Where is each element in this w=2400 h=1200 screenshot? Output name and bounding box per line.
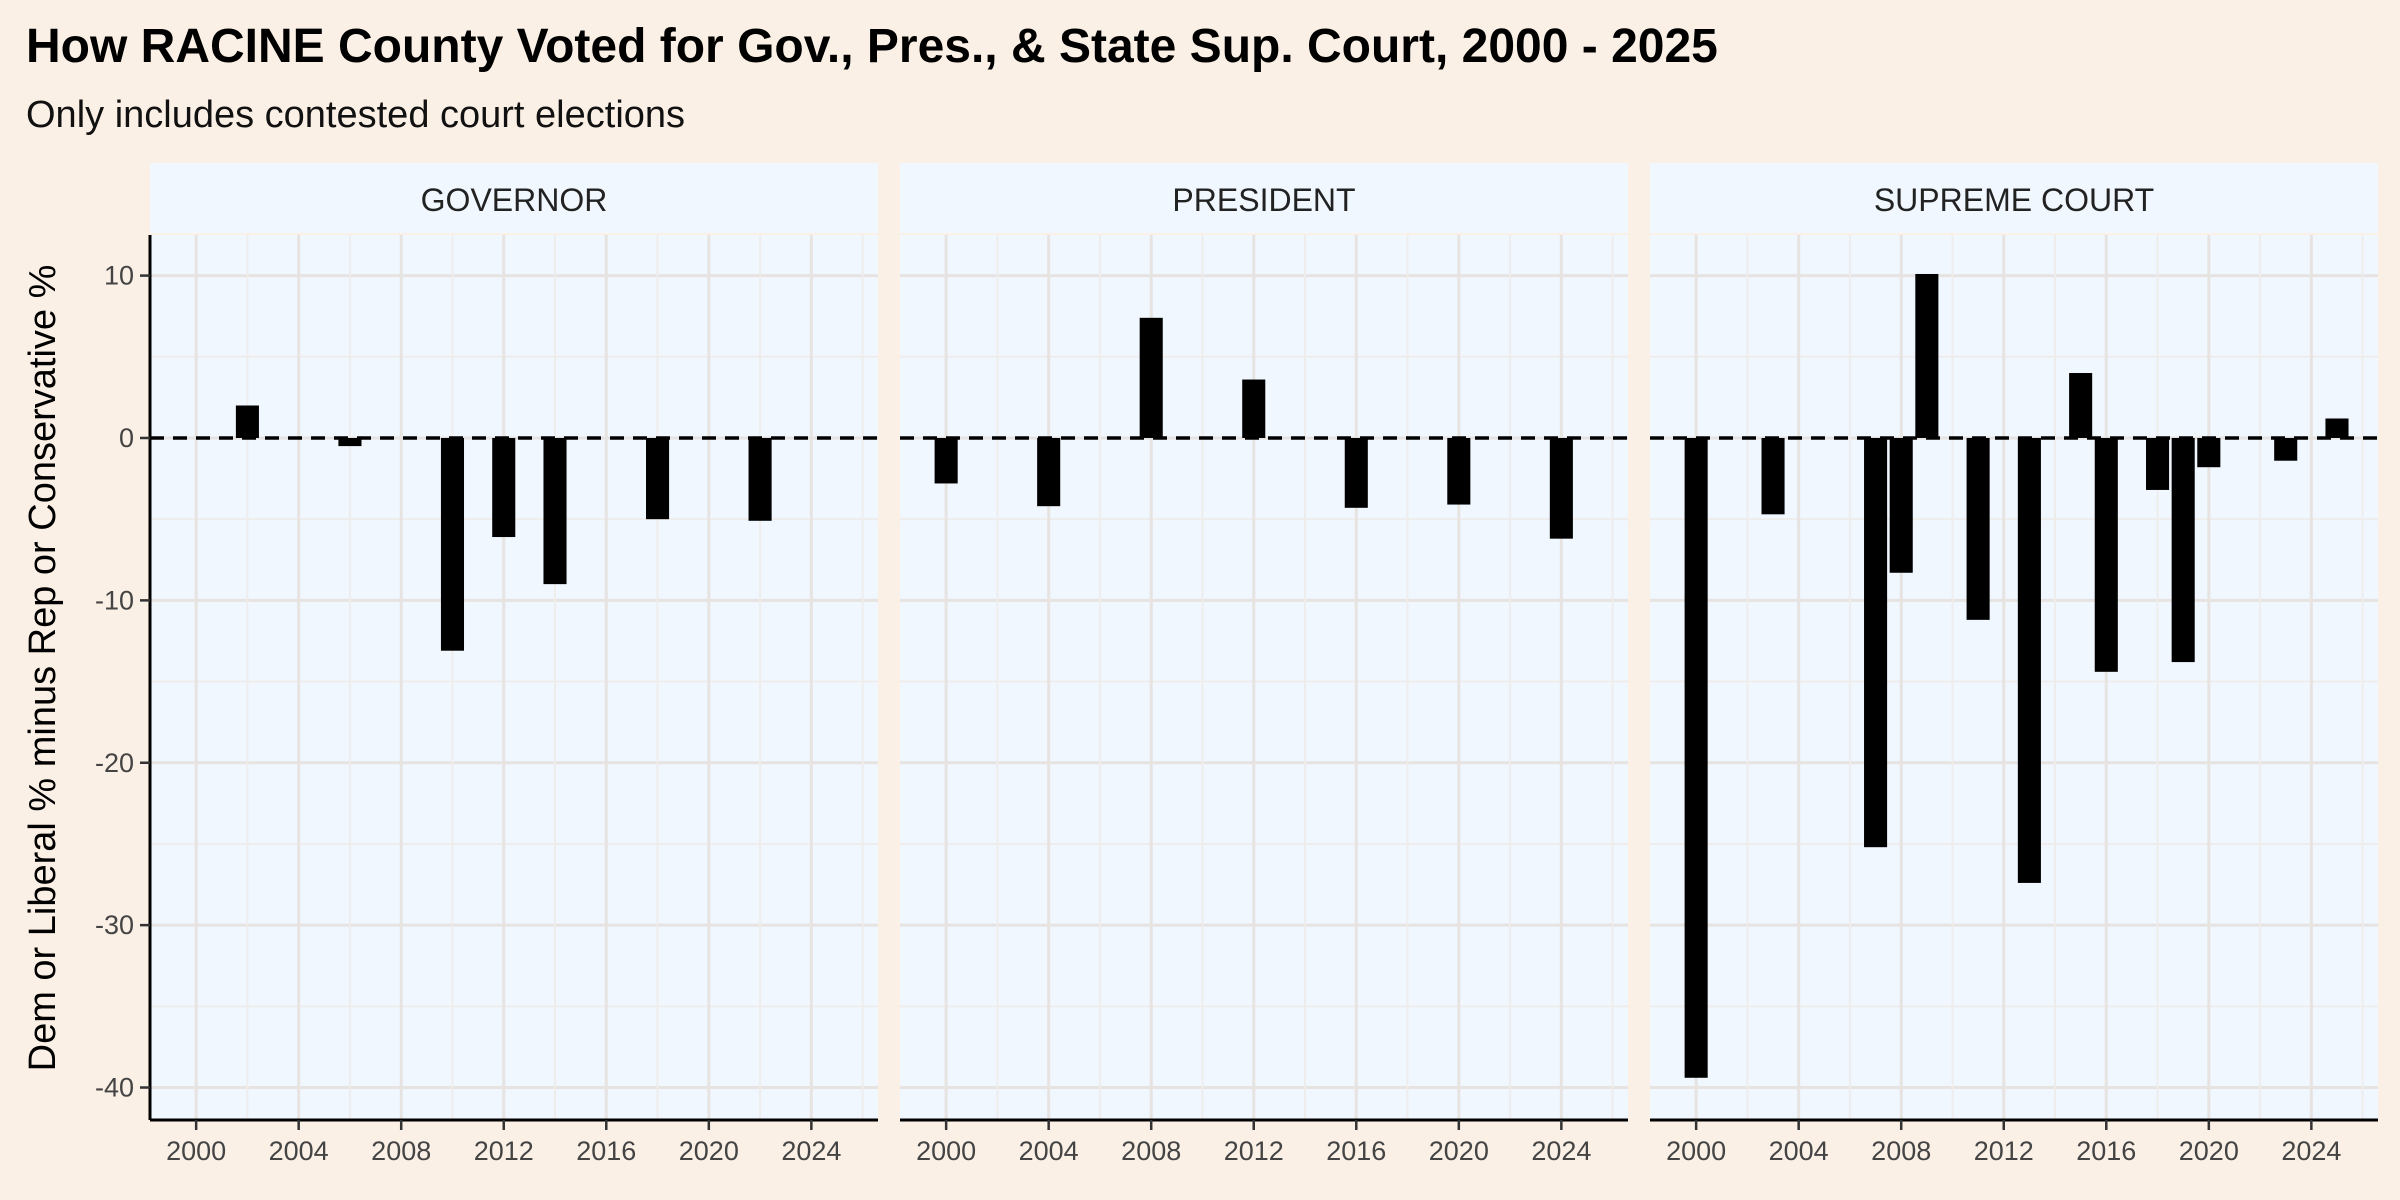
x-tick-label: 2016 [1326, 1136, 1386, 1166]
bar-supreme-court-2011 [1966, 437, 1990, 620]
y-tick-label: -10 [95, 585, 134, 615]
x-tick-label: 2012 [1224, 1136, 1284, 1166]
bar-supreme-court-2025 [2325, 418, 2349, 438]
bar-governor-2010 [440, 437, 465, 651]
bar-president-2012 [1242, 379, 1266, 438]
bar-governor-2006 [338, 437, 362, 447]
bar-governor-2022 [748, 437, 772, 521]
bar-president-2000 [934, 437, 958, 484]
x-tick-label: 2008 [371, 1136, 431, 1166]
y-tick-label: 10 [104, 261, 134, 291]
bar-supreme-court-2000 [1684, 437, 1708, 1078]
bar-supreme-court-2008 [1889, 437, 1913, 573]
bar-governor-2012 [492, 437, 516, 538]
panel-supreme-court: SUPREME COURT 2000 2004 2008 2012 2016 2020 202… [1650, 163, 2378, 1166]
x-tick-label: 2000 [1666, 1136, 1726, 1166]
facet-label-supreme-court: SUPREME COURT [1874, 182, 2154, 218]
y-tick-label: -20 [95, 748, 134, 778]
bars-governor [235, 405, 772, 651]
bar-president-2024 [1549, 437, 1573, 539]
x-tick-label: 2012 [474, 1136, 534, 1166]
x-tick-label: 2004 [1019, 1136, 1079, 1166]
x-tick-label: 2016 [2076, 1136, 2136, 1166]
x-tick-label: 2020 [679, 1136, 739, 1166]
y-tick-label: 0 [119, 423, 134, 453]
facet-strip-supreme-court [1650, 163, 2378, 233]
x-tick-label: 2024 [2281, 1136, 2341, 1166]
x-tick-label: 2020 [2179, 1136, 2239, 1166]
plot-area-supreme-court [1650, 235, 2378, 1120]
bar-president-2020 [1447, 437, 1471, 505]
x-tick-label: 2024 [781, 1136, 841, 1166]
y-axis-label: Dem or Liberal % minus Rep or Conservati… [22, 265, 64, 1072]
bar-supreme-court-2009 [1915, 273, 1939, 438]
x-tick-label: 2004 [1769, 1136, 1829, 1166]
chart-panels: GOVERNOR 10 0 -10 -20 -30 -40 2000 2004 2008 2012 2… [95, 163, 2378, 1166]
x-tick-label: 2012 [1974, 1136, 2034, 1166]
panel-president: PRESIDENT 2000 2004 2008 2012 2016 2020 2024 [900, 163, 1628, 1166]
chart-title: How RACINE County Voted for Gov., Pres.,… [26, 20, 1718, 73]
bars-supreme-court [1684, 273, 2349, 1078]
x-tick-label: 2020 [1429, 1136, 1489, 1166]
y-tick-label: -40 [95, 1073, 134, 1103]
x-tick-label: 2008 [1121, 1136, 1181, 1166]
bar-governor-2014 [543, 437, 567, 585]
bar-supreme-court-2016 [2094, 437, 2118, 672]
facet-label-governor: GOVERNOR [421, 182, 608, 218]
x-tick-label: 2004 [269, 1136, 329, 1166]
facet-label-president: PRESIDENT [1172, 182, 1355, 218]
bar-supreme-court-2007 [1864, 437, 1888, 848]
bar-supreme-court-2003 [1761, 437, 1785, 515]
bar-supreme-court-2020 [2197, 437, 2221, 468]
bar-president-2008 [1139, 317, 1163, 438]
bars-president [934, 317, 1573, 539]
bar-president-2016 [1344, 437, 1368, 508]
bar-supreme-court-2018 [2146, 437, 2170, 490]
gridlines-supreme-court [1650, 235, 2378, 1120]
plot-area-president [900, 235, 1628, 1120]
x-tick-label: 2000 [916, 1136, 976, 1166]
bar-supreme-court-2015 [2069, 373, 2093, 438]
bar-governor-2018 [646, 437, 670, 520]
x-tick-label: 2008 [1871, 1136, 1931, 1166]
panel-governor: GOVERNOR 10 0 -10 -20 -30 -40 2000 2004 2008 2012 2… [95, 163, 878, 1166]
bar-supreme-court-2013 [2017, 437, 2041, 883]
y-tick-label: -30 [95, 910, 134, 940]
x-tick-label: 2024 [1531, 1136, 1591, 1166]
facet-strip-governor [150, 163, 878, 233]
x-tick-label: 2016 [576, 1136, 636, 1166]
facet-strip-president [900, 163, 1628, 233]
x-tick-label: 2000 [166, 1136, 226, 1166]
bar-governor-2002 [235, 405, 259, 438]
plot-area-governor [150, 235, 878, 1120]
bar-president-2004 [1037, 437, 1061, 507]
bar-supreme-court-2023 [2274, 437, 2298, 461]
chart-subtitle: Only includes contested court elections [26, 94, 685, 136]
bar-supreme-court-2019 [2171, 437, 2195, 663]
